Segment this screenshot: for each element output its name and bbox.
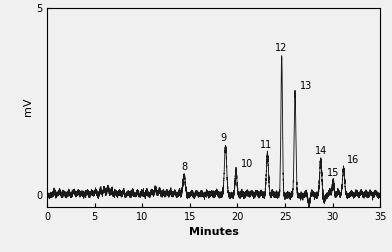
- Text: 12: 12: [274, 43, 287, 53]
- Y-axis label: mV: mV: [23, 98, 33, 116]
- Text: 11: 11: [260, 140, 272, 150]
- Text: 8: 8: [181, 162, 187, 172]
- Text: 13: 13: [300, 81, 312, 91]
- X-axis label: Minutes: Minutes: [189, 227, 239, 237]
- Text: 14: 14: [315, 146, 327, 156]
- Text: 9: 9: [221, 133, 227, 143]
- Text: 10: 10: [241, 159, 254, 169]
- Text: 15: 15: [327, 168, 339, 178]
- Text: 16: 16: [347, 155, 359, 165]
